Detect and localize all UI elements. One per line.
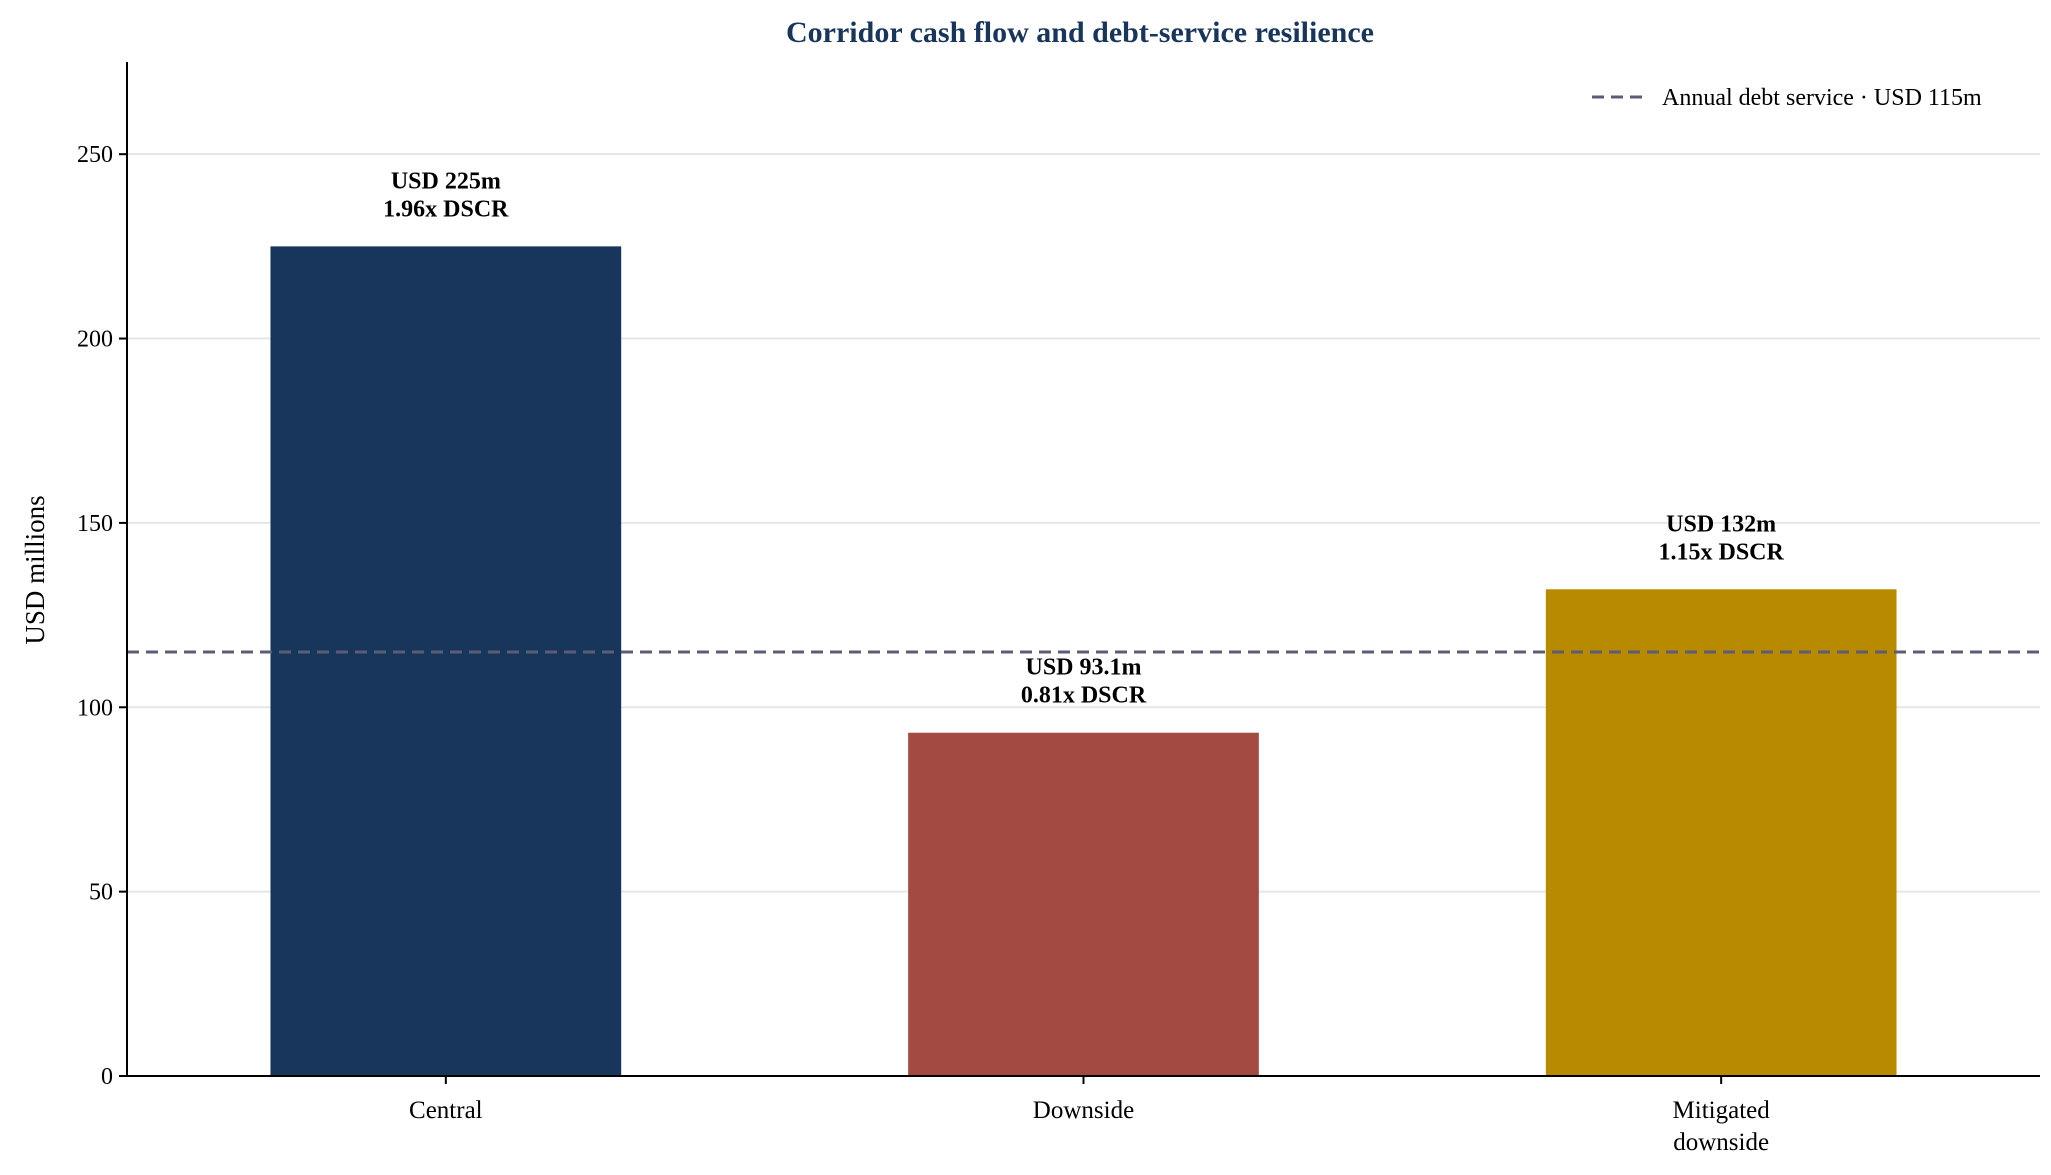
axes: 0 50 100 150 200 250 Central Downside Mitigated d… bbox=[77, 62, 2040, 1156]
category-label: Central bbox=[409, 1097, 483, 1124]
category-label: Mitigated downside bbox=[1673, 1097, 1771, 1156]
bars bbox=[270, 246, 1897, 1076]
y-tick-label: 150 bbox=[77, 511, 113, 537]
y-axis-label: USD millions bbox=[20, 495, 50, 644]
bar-1 bbox=[908, 732, 1259, 1076]
category-label: Downside bbox=[1033, 1097, 1134, 1124]
legend-label: Annual debt service · USD 115m bbox=[1662, 85, 1982, 111]
chart-title: Corridor cash flow and debt-service resi… bbox=[786, 16, 1374, 49]
y-tick-label: 50 bbox=[89, 880, 113, 906]
bar-0 bbox=[270, 246, 622, 1076]
bar-labels: USD 225m 1.96x DSCR USD 93.1m 0.81x DSCR USD… bbox=[383, 168, 1784, 708]
y-tick-label: 200 bbox=[77, 327, 113, 353]
bar-value-label: USD 132m 1.15x DSCR bbox=[1658, 511, 1784, 565]
bar-2 bbox=[1545, 589, 1897, 1076]
y-tick-label: 250 bbox=[77, 142, 113, 168]
bar-value-label: USD 93.1m 0.81x DSCR bbox=[1021, 655, 1147, 709]
legend: Annual debt service · USD 115m bbox=[1592, 85, 1982, 111]
y-tick-label: 0 bbox=[101, 1064, 113, 1090]
bar-value-label: USD 225m 1.96x DSCR bbox=[383, 168, 509, 222]
y-tick-label: 100 bbox=[77, 695, 113, 721]
